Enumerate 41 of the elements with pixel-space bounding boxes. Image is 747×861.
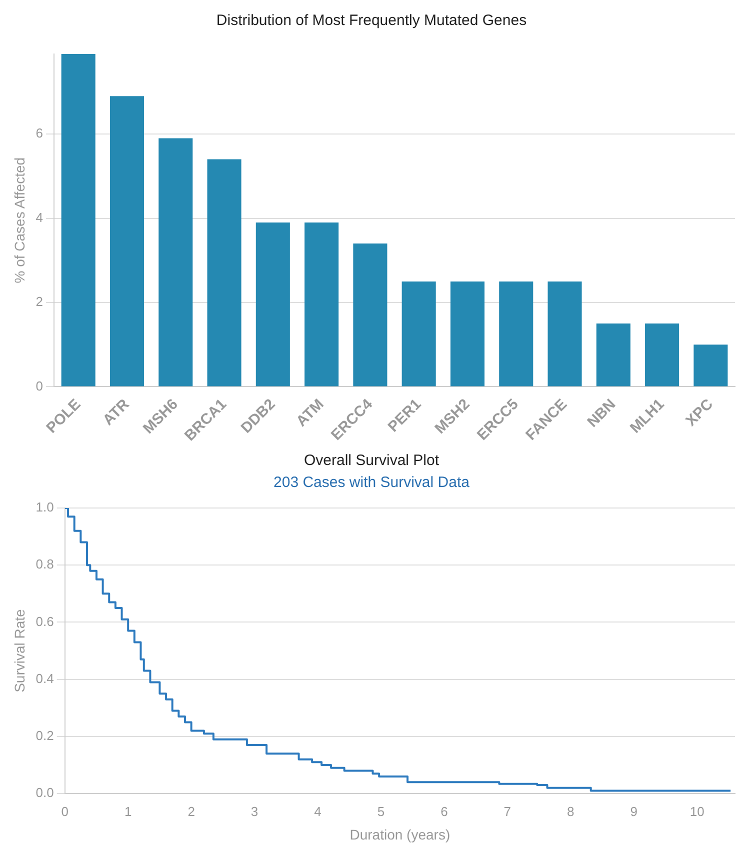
y-tick-label: 0.8 — [36, 556, 54, 572]
x-tick-label: 5 — [377, 804, 385, 819]
bar — [548, 281, 582, 386]
x-tick-label: 7 — [504, 804, 512, 819]
y-tick-label: 0.2 — [36, 728, 54, 744]
x-tick-label: 0 — [61, 804, 68, 819]
bar — [645, 324, 680, 386]
bar — [402, 281, 436, 386]
bar — [158, 138, 193, 386]
bar — [596, 324, 630, 386]
y-tick-label: 6 — [36, 126, 44, 141]
y-tick-label: 0.4 — [36, 670, 54, 686]
y-tick-label: 1.0 — [36, 500, 54, 515]
chart-title: Overall Survival Plot — [304, 452, 440, 470]
x-tick-label: 1 — [124, 804, 132, 819]
bar — [499, 281, 534, 386]
bar — [450, 281, 484, 386]
y-tick-label: 4 — [36, 210, 44, 225]
x-tick-label: 3 — [250, 804, 258, 819]
y-tick-label: 2 — [36, 294, 44, 310]
x-tick-label: 10 — [690, 804, 704, 819]
bar — [694, 344, 728, 386]
y-tick-label: 0.0 — [36, 785, 54, 800]
x-tick-label: 9 — [630, 804, 638, 819]
chart-title: Distribution of Most Frequently Mutated Genes — [216, 12, 527, 30]
bar — [256, 222, 290, 386]
bar — [110, 96, 144, 386]
y-axis-title: % of Cases Affected — [11, 157, 28, 284]
y-tick-label: 0.6 — [36, 614, 54, 629]
x-tick-label: 8 — [567, 804, 574, 819]
bar — [207, 159, 242, 386]
x-tick-label: 6 — [440, 804, 448, 819]
bar — [61, 54, 96, 386]
bar — [353, 244, 388, 386]
x-axis-title: Duration (years) — [350, 826, 450, 842]
chart-subtitle: 203 Cases with Survival Data — [274, 474, 470, 492]
bar — [304, 222, 339, 386]
x-tick-label: 2 — [188, 804, 195, 819]
x-tick-label: 4 — [314, 804, 322, 819]
y-tick-label: 0 — [36, 378, 44, 394]
y-axis-title: Survival Rate — [11, 608, 28, 692]
